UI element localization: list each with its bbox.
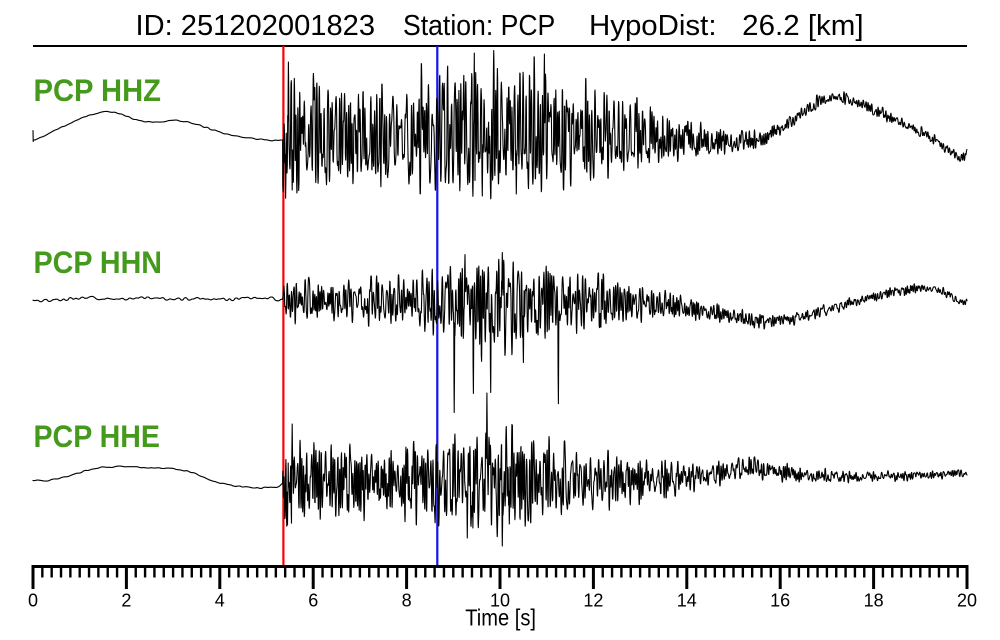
svg-text:2: 2 [121,591,131,611]
svg-text:14: 14 [677,591,697,611]
svg-text:8: 8 [402,591,412,611]
svg-text:PCP HHZ: PCP HHZ [34,72,162,108]
svg-text:12: 12 [583,591,603,611]
svg-text:6: 6 [308,591,318,611]
svg-text:26.2 [km]: 26.2 [km] [742,10,863,42]
svg-text:HypoDist:: HypoDist: [589,10,717,42]
svg-text:20: 20 [957,591,977,611]
svg-text:Time [s]: Time [s] [465,605,536,631]
svg-text:PCP HHN: PCP HHN [34,244,163,280]
svg-text:ID: 251202001823: ID: 251202001823 [136,10,376,42]
svg-text:Station: PCP: Station: PCP [403,10,555,42]
svg-text:4: 4 [215,591,225,611]
svg-text:PCP HHE: PCP HHE [34,418,161,454]
svg-text:16: 16 [770,591,790,611]
svg-text:0: 0 [28,591,38,611]
svg-text:18: 18 [864,591,884,611]
svg-text:10: 10 [490,591,510,611]
